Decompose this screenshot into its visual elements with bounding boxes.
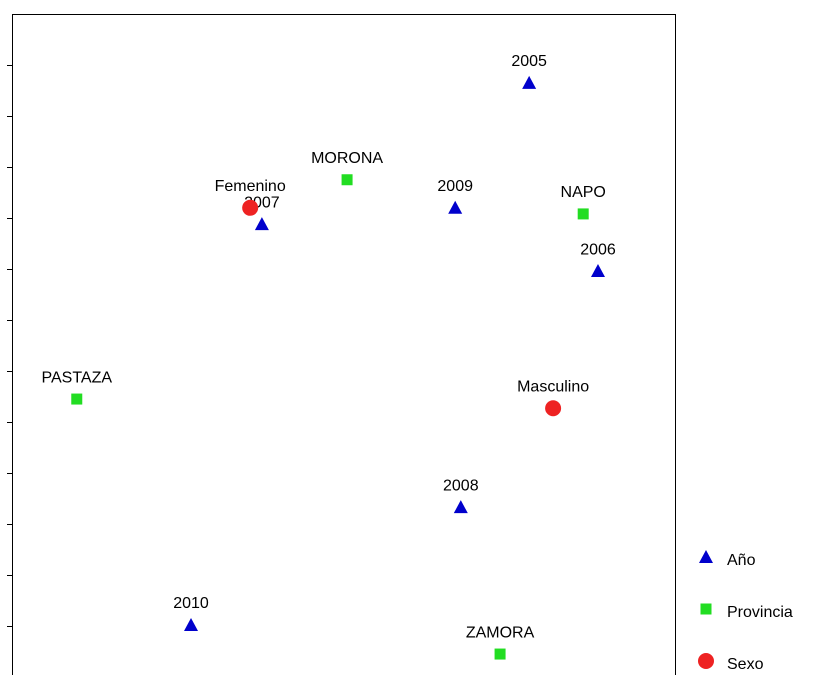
- point: [590, 264, 605, 278]
- legend-label: Provincia: [727, 604, 793, 621]
- legend-marker: [698, 653, 714, 669]
- point: [254, 217, 269, 231]
- point: [242, 199, 259, 216]
- point: [448, 200, 463, 214]
- point: [545, 400, 562, 417]
- point: [453, 500, 468, 514]
- point-label: MORONA: [311, 150, 383, 167]
- point: [184, 617, 199, 631]
- point: [494, 648, 506, 660]
- point-label: 2009: [437, 178, 473, 195]
- point-label: 2010: [173, 595, 209, 612]
- point-label: 2005: [511, 53, 547, 70]
- point-label: ZAMORA: [466, 624, 535, 641]
- point-label: Femenino: [215, 178, 286, 195]
- point-label: 2008: [443, 477, 479, 494]
- point: [71, 393, 83, 405]
- point-label: PASTAZA: [42, 369, 113, 386]
- point-label: 2006: [580, 241, 616, 258]
- point: [577, 208, 589, 220]
- legend-marker: [700, 603, 712, 615]
- point-label: Masculino: [517, 378, 589, 395]
- legend-label: Sexo: [727, 656, 764, 673]
- legend-label: Año: [727, 552, 756, 569]
- point: [522, 75, 537, 89]
- plot-frame: [12, 14, 676, 675]
- legend-marker: [699, 550, 713, 563]
- point-label: NAPO: [561, 184, 606, 201]
- point: [341, 174, 353, 186]
